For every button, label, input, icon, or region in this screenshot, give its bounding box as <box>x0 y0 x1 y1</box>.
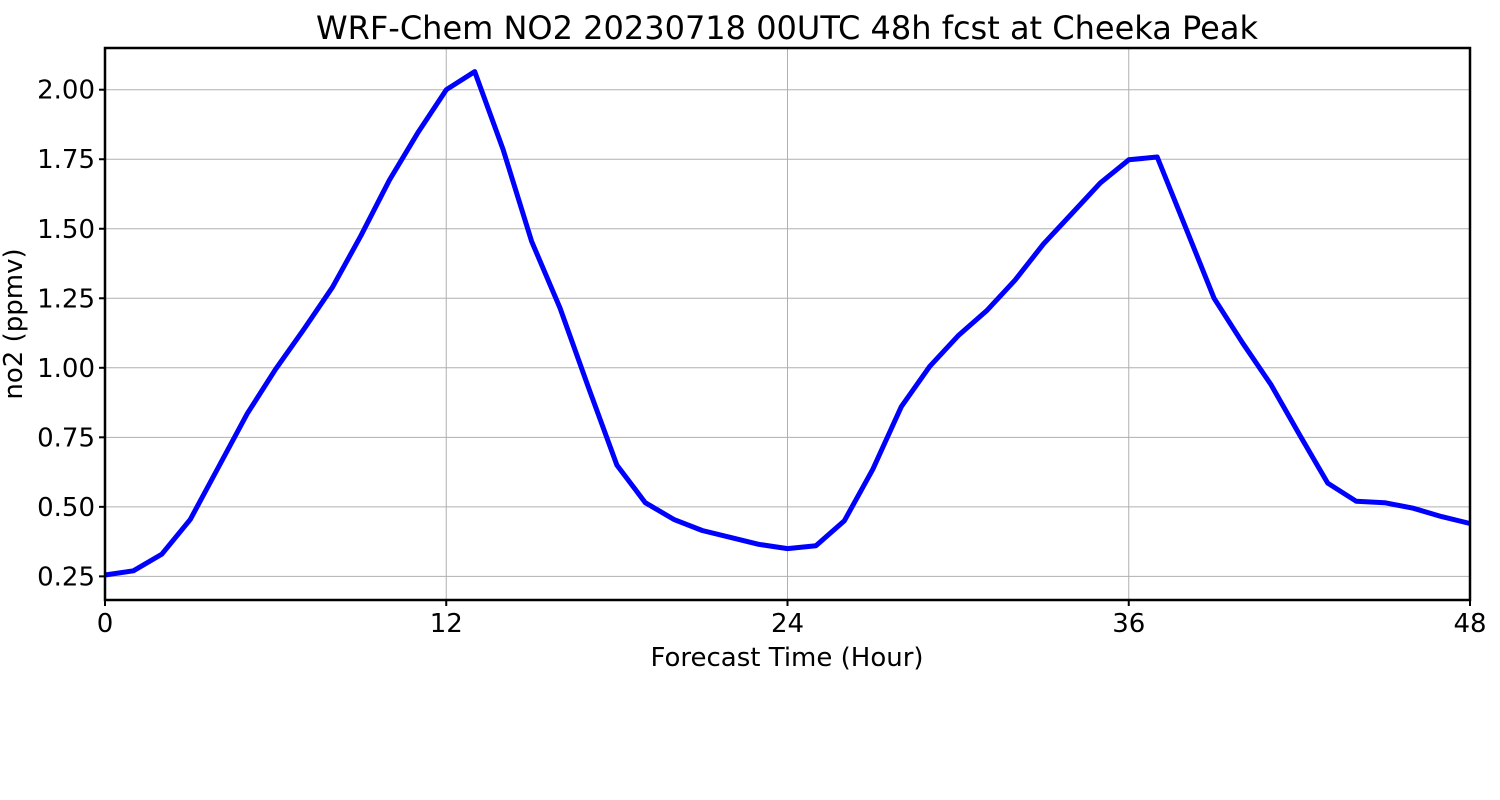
y-tick-label: 0.25 <box>37 562 95 592</box>
y-tick-label: 2.00 <box>37 76 95 106</box>
y-tick-label: 1.25 <box>37 284 95 314</box>
x-tick-label: 48 <box>1453 609 1486 639</box>
grid <box>104 48 1471 600</box>
x-axis-label: Forecast Time (Hour) <box>650 643 923 673</box>
x-tick-label: 24 <box>771 609 804 639</box>
chart-title: WRF-Chem NO2 20230718 00UTC 48h fcst at … <box>316 9 1258 47</box>
series-layer <box>104 69 1471 578</box>
axis-ticks: 0 12 24 36 48 0.25 0.50 0.75 1.00 1.25 1.50 1.75 2.0… <box>37 76 1486 639</box>
y-axis-label: no2 (ppmv) <box>0 248 29 399</box>
x-tick-label: 0 <box>97 609 114 639</box>
y-tick-label: 1.00 <box>37 354 95 384</box>
y-tick-label: 1.50 <box>37 215 95 245</box>
y-tick-label: 0.50 <box>37 493 95 523</box>
y-tick-label: 1.75 <box>37 145 95 175</box>
x-tick-label: 12 <box>430 609 463 639</box>
y-tick-label: 0.75 <box>37 423 95 453</box>
x-tick-label: 36 <box>1112 609 1145 639</box>
series-line-0 <box>104 69 1471 578</box>
